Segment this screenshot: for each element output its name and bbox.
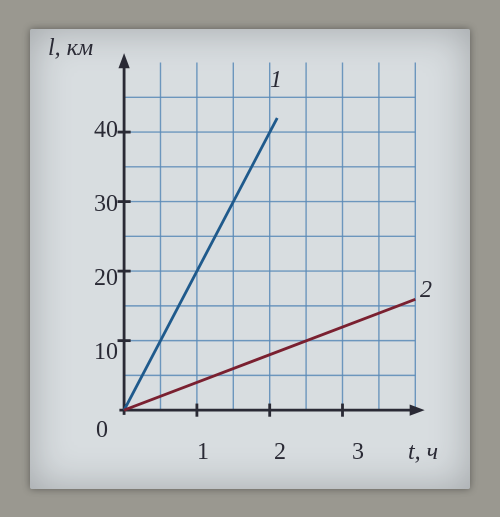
- x-tick-1: 1: [193, 439, 213, 466]
- x-axis-label: t, ч: [408, 439, 438, 466]
- chart-container: l, км 40 30 20 10 0 1 2 3 t, ч 1 2: [30, 29, 470, 489]
- y-tick-0: 0: [78, 417, 108, 444]
- y-axis-label: l, км: [48, 35, 93, 62]
- chart-svg: [110, 49, 420, 419]
- axis-tick-marks: [118, 132, 343, 417]
- series-2-label: 2: [420, 277, 432, 304]
- x-tick-3: 3: [348, 439, 368, 466]
- series-1-line: [124, 117, 277, 409]
- x-tick-2: 2: [270, 439, 290, 466]
